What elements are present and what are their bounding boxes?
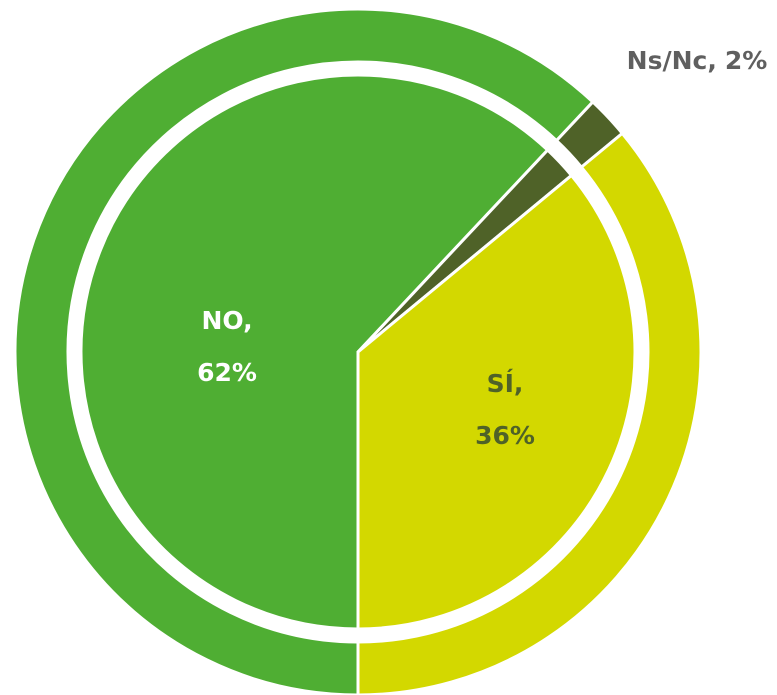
data-label-value: 2% bbox=[725, 46, 767, 75]
data-label-value: 62% bbox=[197, 358, 257, 387]
pie-slice bbox=[356, 173, 637, 631]
data-label-value: 36% bbox=[475, 421, 535, 450]
data-label-category: NO, bbox=[201, 306, 252, 335]
pie-slice bbox=[79, 73, 550, 631]
data-label-category: Ns/Nc, bbox=[627, 46, 717, 75]
data-label-category: SÍ, bbox=[487, 369, 524, 398]
data-label: Ns/Nc, 2% bbox=[627, 46, 768, 75]
pie-ring-slice bbox=[13, 7, 595, 695]
